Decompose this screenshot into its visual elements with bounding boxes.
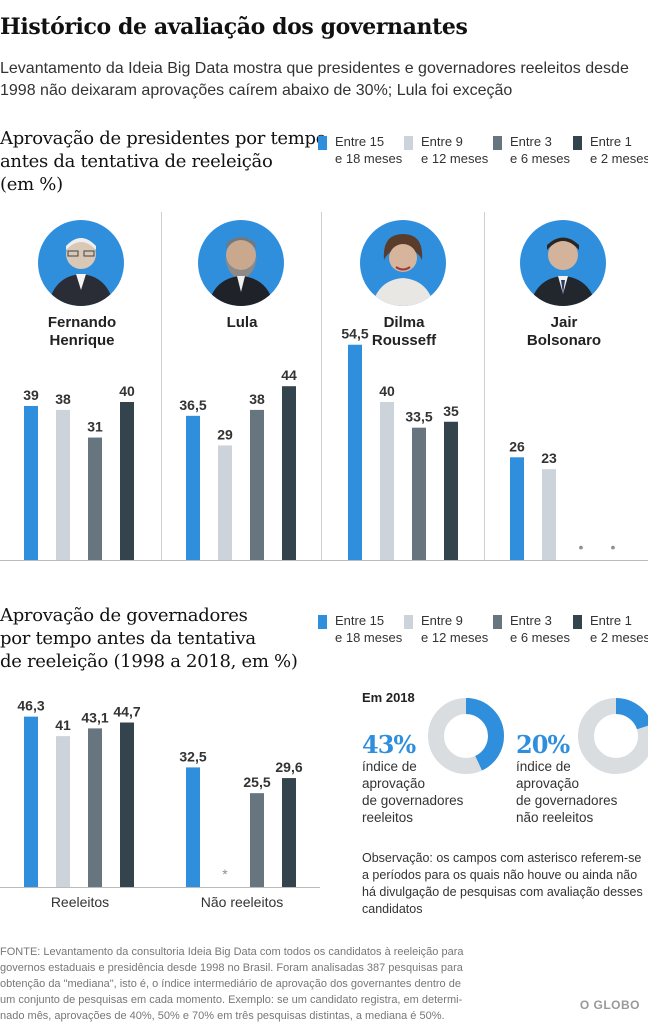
- column-divider: [321, 212, 322, 560]
- donut-segment-reeleitos: [428, 698, 504, 774]
- governors-title-line: Aprovação de governadores: [0, 605, 248, 626]
- jair-bolsonaro-portrait: [520, 220, 606, 306]
- bar-value-label: 35: [443, 403, 459, 419]
- bar-dilma-rousseff-3: [412, 427, 426, 560]
- governors-title-line: por tempo antes da tentativa: [0, 628, 256, 649]
- bar-lula-2: [218, 445, 232, 560]
- bar-lula-1: [186, 415, 200, 560]
- bar-fernando-henrique-2: [56, 409, 70, 560]
- bar-value-label: 38: [249, 391, 265, 407]
- president-name-jair-bolsonaro: Jair Bolsonaro: [526, 314, 602, 349]
- bar-value-label: 29,6: [275, 759, 302, 775]
- governors-title: Aprovação de governadores por tempo ante…: [0, 604, 298, 673]
- bar-lula-3: [250, 409, 264, 560]
- bar-fernando-henrique-1: [24, 405, 38, 560]
- brand-logo: O GLOBO: [579, 998, 640, 1012]
- presidents-title-line: Aprovação de presidentes por tempo: [0, 128, 327, 149]
- president-name-lula: Lula: [226, 314, 258, 331]
- bar-value-label: 39: [23, 387, 39, 403]
- lula-portrait: [198, 220, 284, 306]
- bar-value-label: 31: [87, 419, 103, 435]
- category-label: Reeleitos: [51, 894, 109, 910]
- stats-heading: Em 2018: [362, 690, 415, 705]
- column-divider: [484, 212, 485, 560]
- missing-marker: •: [579, 539, 584, 555]
- bar-value-label: 44,7: [113, 704, 140, 720]
- bar-value-label: 40: [119, 383, 135, 399]
- legend-swatch: [318, 615, 327, 629]
- bar-fernando-henrique-3: [88, 437, 102, 560]
- asterisk-note: Observação: os campos com asterisco refe…: [362, 851, 643, 916]
- governors-chart-baseline: [0, 887, 320, 888]
- missing-marker: •: [611, 539, 616, 555]
- bar-lula-4: [282, 386, 296, 560]
- bar-dilma-rousseff-2: [380, 402, 394, 560]
- stat-pct-reeleitos: 43%: [362, 730, 416, 759]
- governors-title-line: de reeleição (1998 a 2018, em %): [0, 651, 298, 672]
- stat-text-nao-reeleitos: índice de aprovação de governadores não ree…: [516, 759, 618, 825]
- legend-swatch: [573, 615, 582, 629]
- bar-value-label: 38: [55, 391, 71, 407]
- bar-reeleitos-2: [56, 736, 70, 887]
- president-name-dilma-rousseff: Dilma Rousseff: [371, 314, 437, 349]
- bar-jair-bolsonaro-2: [542, 469, 556, 560]
- bar-value-label: 46,3: [17, 698, 44, 714]
- bar-value-label: 41: [55, 717, 71, 733]
- bar-jair-bolsonaro-1: [510, 457, 524, 560]
- presidents-title-line: (em %): [0, 174, 63, 195]
- bar-reeleitos-1: [24, 716, 38, 887]
- stat-pct-nao-reeleitos: 20%: [516, 730, 570, 759]
- legend-swatch: [404, 136, 413, 150]
- bar-dilma-rousseff-1: [348, 344, 362, 560]
- bar-value-label: 40: [379, 383, 395, 399]
- category-label: Não reeleitos: [201, 894, 284, 910]
- bar-n-o-reeleitos-1: [186, 767, 200, 887]
- donut-nao-reeleitos: [578, 698, 648, 774]
- fernando-henrique-portrait: [38, 220, 124, 306]
- bar-value-label: 26: [509, 438, 525, 454]
- bar-fernando-henrique-4: [120, 402, 134, 560]
- legend-swatch: [318, 136, 327, 150]
- bar-reeleitos-3: [88, 728, 102, 887]
- legend-label: Entre 15 e 18 meses: [335, 613, 403, 645]
- missing-marker: *: [222, 866, 228, 882]
- page-title: Histórico de avaliação dos governantes: [0, 14, 468, 40]
- bar-value-label: 43,1: [81, 709, 108, 725]
- legend-swatch: [404, 615, 413, 629]
- bar-reeleitos-4: [120, 722, 134, 887]
- dilma-rousseff-portrait: [360, 220, 446, 306]
- legend-swatch: [573, 136, 582, 150]
- legend-swatch: [493, 136, 502, 150]
- bar-value-label: 44: [281, 367, 297, 383]
- bar-value-label: 33,5: [405, 409, 432, 425]
- stat-text-reeleitos: índice de aprovação de governadores reeleit…: [362, 759, 464, 825]
- presidents-title: Aprovação de presidentes por tempo antes…: [0, 127, 327, 196]
- page-subtitle: Levantamento da Ideia Big Data mostra qu…: [0, 60, 629, 99]
- legend-label: Entre 15 e 18 meses: [335, 134, 403, 166]
- source-footer: FONTE: Levantamento da consultoria Ideia…: [0, 946, 464, 1022]
- legend-swatch: [493, 615, 502, 629]
- president-name-fernando-henrique: Fernando Henrique: [47, 314, 117, 349]
- donut-reeleitos: [428, 698, 504, 774]
- presidents-chart-baseline: [0, 560, 648, 561]
- bar-n-o-reeleitos-4: [282, 778, 296, 887]
- bar-value-label: 23: [541, 450, 557, 466]
- bar-value-label: 29: [217, 426, 233, 442]
- presidents-title-line: antes da tentativa de reeleição: [0, 151, 273, 172]
- donut-segment-nao-reeleitos: [578, 698, 648, 774]
- bar-value-label: 32,5: [179, 748, 206, 764]
- bar-n-o-reeleitos-3: [250, 793, 264, 887]
- bar-dilma-rousseff-4: [444, 421, 458, 560]
- column-divider: [161, 212, 162, 560]
- bar-value-label: 25,5: [243, 774, 270, 790]
- bar-value-label: 36,5: [179, 397, 206, 413]
